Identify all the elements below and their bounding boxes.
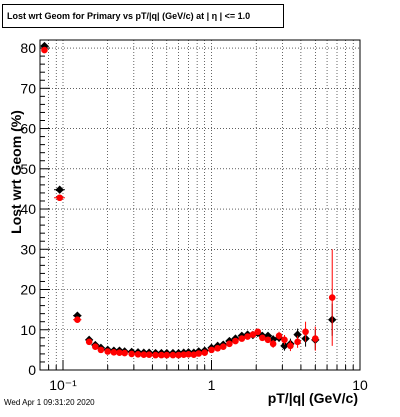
- data-point-red: [244, 333, 251, 340]
- y-tick-label: 40: [20, 201, 36, 217]
- y-axis-label: Lost wrt Geom (%): [8, 110, 24, 234]
- data-point-red: [311, 335, 319, 342]
- data-point-black: [40, 41, 49, 51]
- x-tick-label: 10: [352, 377, 368, 393]
- data-point-red: [175, 351, 182, 359]
- x-axis-label: pT/|q| (GeV/c): [268, 390, 358, 406]
- x-tick-label: 10⁻¹: [49, 377, 77, 393]
- data-point-red: [104, 348, 112, 355]
- grid: [39, 40, 361, 370]
- data-point-red: [85, 338, 93, 346]
- data-point-red: [302, 328, 309, 336]
- data-points: [40, 41, 337, 359]
- data-point-red: [74, 316, 81, 323]
- data-point-red: [208, 346, 215, 354]
- y-tick-label: 70: [20, 80, 36, 96]
- data-point-red: [294, 338, 301, 346]
- data-point-red: [169, 351, 177, 359]
- data-point-red: [41, 46, 48, 54]
- data-point-red: [232, 337, 239, 345]
- data-point-red: [264, 336, 272, 344]
- y-tick-label: 50: [20, 161, 36, 177]
- data-point-red: [219, 343, 227, 350]
- timestamp: Wed Apr 1 09:31:20 2020: [4, 398, 95, 407]
- data-point-red: [195, 350, 203, 357]
- y-tick-label: 30: [20, 241, 36, 257]
- data-point-red: [145, 351, 153, 359]
- y-tick-label: 60: [20, 121, 36, 137]
- data-point-red: [134, 351, 142, 358]
- data-point-red: [254, 328, 262, 336]
- data-point-red: [226, 340, 233, 348]
- data-point-red: [214, 344, 221, 352]
- data-point-red: [238, 335, 246, 342]
- y-tick-label: 0: [28, 362, 36, 378]
- data-point-red: [259, 334, 266, 342]
- data-point-red: [116, 349, 123, 356]
- data-point-red: [275, 332, 283, 340]
- y-tick-label: 20: [20, 282, 36, 298]
- data-point-red: [249, 331, 257, 338]
- y-tick-label: 10: [20, 322, 36, 338]
- data-point-red: [281, 336, 288, 344]
- data-point-red: [185, 351, 192, 358]
- data-point-black: [293, 330, 302, 339]
- data-point-red: [180, 351, 188, 359]
- ticks: 10⁻¹ 1 10 0 10 20 30 40 50 60 70 80: [20, 39, 368, 393]
- data-point-red: [140, 351, 148, 359]
- data-point-red: [152, 351, 159, 359]
- data-point-red: [128, 350, 135, 358]
- data-point-red: [121, 349, 128, 357]
- data-point-red: [91, 343, 99, 350]
- data-point-red: [201, 349, 209, 356]
- data-point-red: [328, 294, 336, 301]
- data-point-black: [55, 185, 64, 194]
- x-tick-label: 1: [208, 377, 216, 393]
- plot-frame: [39, 39, 361, 371]
- data-point-red: [287, 342, 294, 350]
- data-point-red: [97, 346, 105, 354]
- axes-frame: [39, 39, 361, 371]
- chart-title: Lost wrt Geom for Primary vs pT/|q| (GeV…: [2, 4, 284, 28]
- data-point-red: [158, 351, 165, 359]
- data-point-red: [163, 351, 171, 359]
- data-point-red: [56, 194, 63, 202]
- y-tick-label: 80: [20, 40, 36, 56]
- data-point-red: [269, 340, 277, 348]
- data-point-red: [110, 348, 118, 356]
